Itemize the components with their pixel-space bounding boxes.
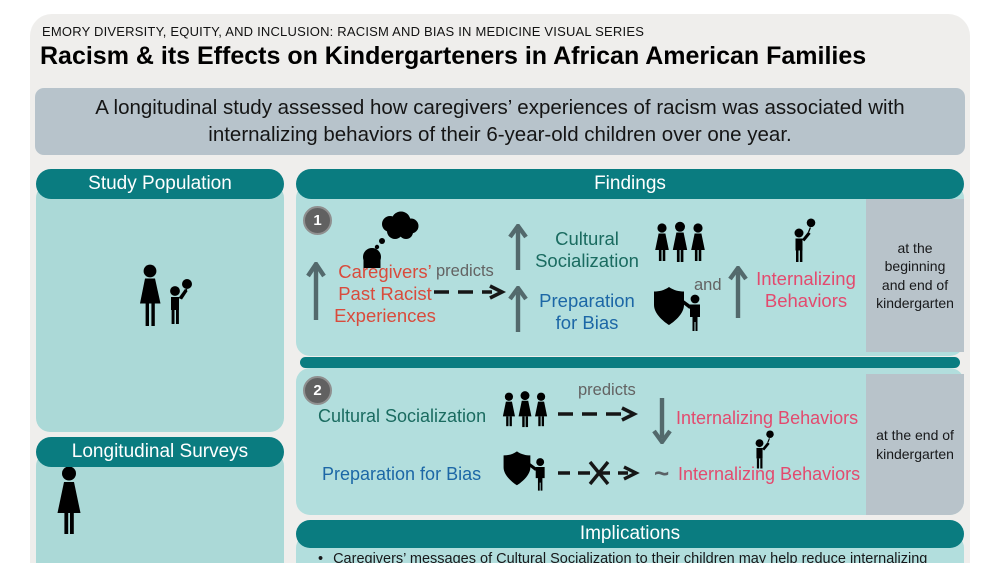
page-title: Racism & its Effects on Kindergarteners … [40,42,867,70]
implications-text: Caregivers’ messages of Cultural Sociali… [333,551,928,563]
predicts-label: predicts [578,381,636,399]
finding-2-timeframe: at the end of kindergarten [876,427,954,462]
shield-person-icon [503,451,545,491]
no-association-tilde: ~ [654,458,670,488]
implications-heading: Implications [296,520,964,548]
study-summary-banner: A longitudinal study assessed how caregi… [35,88,965,155]
up-arrow-icon [728,266,748,318]
finding-2-timeframe-panel: at the end of kindergarten [866,374,964,515]
findings-divider [300,357,960,368]
finding-2-bias-label: Preparation for Bias [322,464,482,484]
finding-1-cultural-label: Cultural Socialization [535,228,639,272]
finding-1-number-badge: 1 [303,206,332,235]
finding-1-bias-label: Preparation for Bias [539,290,635,334]
caregiver-child-icon [140,264,192,326]
longitudinal-surveys-heading: Longitudinal Surveys [36,437,284,467]
finding-1-cause-label: Caregivers’ Past Racist Experiences [334,261,436,327]
study-population-card [36,184,284,432]
findings-heading: Findings [296,169,964,199]
study-summary-text: A longitudinal study assessed how caregi… [95,95,905,146]
adult-woman-icon [57,466,81,534]
thought-bubble-icon [363,211,419,268]
finding-2-card [296,368,964,515]
up-arrow-icon [306,262,326,320]
finding-1-card [296,184,964,356]
bullet-glyph: • [318,551,324,563]
finding-2-number-badge: 2 [303,376,332,405]
dashed-arrow-icon [434,284,507,300]
finding-2-cultural-label: Cultural Socialization [318,406,487,426]
implications-partial-line: • Caregivers’ messages of Cultural Social… [318,551,938,563]
eyebrow-text: EMORY DIVERSITY, EQUITY, AND INCLUSION: … [42,24,645,39]
up-arrow-icon [508,224,528,270]
women-group-icon [655,221,705,262]
women-group-icon [502,391,548,428]
child-balloon-icon [755,430,774,469]
finding-2-internalizing-label-1: Internalizing Behaviors [676,408,859,428]
child-balloon-icon [794,218,816,262]
crossed-dashed-arrow-icon [558,460,640,486]
finding-2-internalizing-label-2: Internalizing Behaviors [678,464,861,484]
study-population-heading: Study Population [36,169,284,199]
finding-1-timeframe-panel: at the beginning and end of kindergarten [866,199,964,352]
and-label: and [694,276,722,294]
up-arrow-icon [508,286,528,332]
down-arrow-icon [652,398,672,444]
predicts-label: predicts [436,262,494,280]
shield-person-icon [654,287,700,331]
finding-1-internalizing-label: Internalizing Behaviors [756,268,856,312]
finding-1-timeframe: at the beginning and end of kindergarten [876,240,954,311]
dashed-arrow-icon [558,406,639,422]
